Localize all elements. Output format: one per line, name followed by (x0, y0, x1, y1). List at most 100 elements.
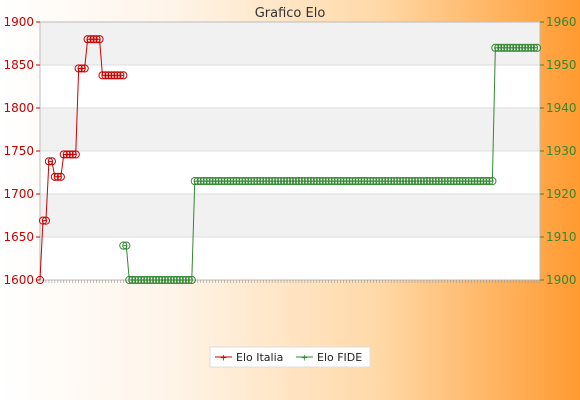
data-point (110, 71, 119, 80)
data-point (526, 43, 536, 52)
data-point (500, 43, 509, 52)
data-point (324, 177, 333, 186)
data-point (50, 172, 59, 181)
data-point (113, 71, 122, 80)
data-point (357, 177, 366, 186)
data-point (515, 43, 524, 52)
data-point (273, 177, 283, 186)
data-point (71, 150, 80, 159)
data-point (268, 177, 277, 186)
data-point (288, 177, 298, 186)
data-point (217, 177, 226, 186)
data-point (116, 71, 125, 80)
data-point (345, 177, 354, 186)
data-point (470, 177, 479, 186)
right-tick-label: 1940 (546, 101, 577, 115)
data-point (378, 177, 387, 186)
data-point (384, 177, 393, 186)
data-point (95, 35, 104, 44)
data-point (387, 177, 396, 186)
data-point (47, 157, 57, 166)
data-point (509, 43, 518, 52)
data-point (479, 177, 488, 186)
data-point (140, 275, 149, 285)
data-point (229, 177, 238, 186)
data-point (122, 241, 131, 250)
data-point (476, 177, 485, 186)
data-point (184, 275, 193, 285)
data-point (214, 177, 223, 186)
data-point (137, 275, 146, 285)
data-point (44, 157, 54, 166)
data-point (271, 177, 280, 186)
data-point (523, 43, 533, 52)
data-point (300, 177, 309, 186)
data-point (321, 177, 330, 186)
data-point (294, 177, 304, 186)
data-point (35, 275, 45, 285)
series-elo-fide (119, 43, 542, 285)
data-point (107, 71, 116, 80)
right-tick-label: 1900 (546, 273, 577, 287)
data-point (86, 35, 95, 44)
data-point (443, 177, 452, 186)
data-point (238, 177, 247, 186)
data-point (452, 177, 461, 186)
data-point (253, 177, 262, 186)
data-point (494, 43, 503, 52)
right-tick-label: 1920 (546, 187, 577, 201)
left-tick-label: 1800 (3, 101, 34, 115)
data-point (53, 172, 62, 181)
data-point (244, 177, 253, 186)
data-point (348, 177, 357, 186)
data-point (291, 177, 301, 186)
data-point (327, 177, 336, 186)
data-point (449, 177, 458, 186)
legend-marker-italia: + (220, 354, 228, 364)
right-tick-label: 1960 (546, 15, 577, 29)
data-point (372, 177, 381, 186)
data-point (422, 177, 432, 186)
data-point (521, 43, 530, 52)
data-point (193, 177, 202, 186)
data-point (89, 35, 98, 44)
data-point (235, 177, 244, 186)
data-point (410, 177, 420, 186)
data-point (166, 275, 176, 285)
data-point (276, 177, 286, 186)
data-point (461, 177, 470, 186)
legend-box (209, 346, 371, 368)
data-point (146, 275, 155, 285)
data-point (226, 177, 235, 186)
left-tick-label: 1750 (3, 144, 34, 158)
data-point (59, 150, 68, 159)
series-elo-italia (35, 35, 128, 285)
data-point (333, 177, 342, 186)
data-point (464, 177, 473, 186)
data-point (282, 177, 292, 186)
data-point (342, 177, 351, 186)
left-tick-label: 1650 (3, 230, 34, 244)
legend-label-italia: Elo Italia (236, 351, 283, 364)
legend: + Elo Italia + Elo FIDE (209, 346, 371, 368)
data-point (309, 177, 318, 186)
data-point (306, 177, 315, 186)
data-point (431, 177, 440, 186)
data-point (160, 275, 170, 285)
left-tick-label: 1700 (3, 187, 34, 201)
data-point (381, 177, 390, 186)
data-point (223, 177, 232, 186)
data-point (318, 177, 327, 186)
left-tick-label: 1900 (3, 15, 34, 29)
data-point (330, 177, 339, 186)
chart-title: Grafico Elo (255, 6, 326, 21)
right-tick-label: 1930 (546, 144, 577, 158)
data-point (56, 172, 65, 181)
data-point (211, 177, 220, 186)
legend-label-fide: Elo FIDE (317, 351, 362, 364)
data-point (181, 275, 190, 285)
data-point (518, 43, 527, 52)
data-point (398, 177, 408, 186)
data-point (256, 177, 265, 186)
